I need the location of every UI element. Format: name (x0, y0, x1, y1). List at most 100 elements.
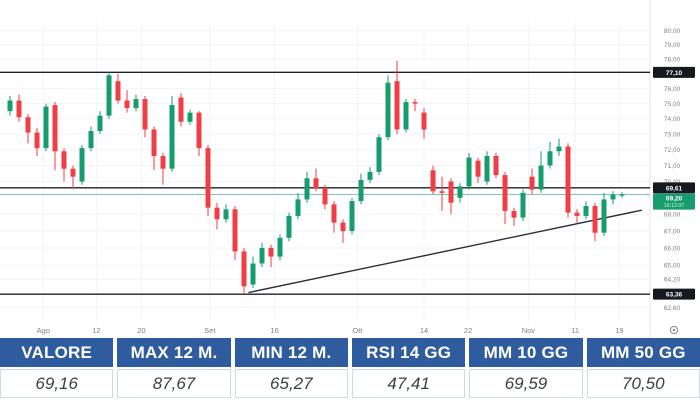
candle-body (304, 178, 310, 200)
candle-body (16, 100, 22, 118)
x-axis-tick-label: 16 (270, 326, 278, 335)
candle-down (430, 165, 436, 195)
candle-up (223, 204, 229, 223)
candle-up (250, 256, 256, 289)
table-header-cell: MIN 12 M. (234, 338, 348, 367)
candle-up (556, 138, 562, 156)
x-axis-tick-label: 19 (615, 326, 623, 335)
candle-up (169, 96, 175, 172)
price-chart[interactable]: 80,00 79,00 78,00 76,00 75,00 74,00 73,00 72,00… (0, 0, 700, 338)
candle-up (259, 242, 265, 268)
candle-body (277, 237, 283, 257)
candle-body (484, 155, 490, 182)
y-axis-tick-label: 65,00 (664, 263, 681, 270)
candle-body (259, 248, 265, 264)
x-axis-tick-label: 20 (137, 326, 145, 335)
price-level-badge (653, 66, 695, 78)
candle-body (160, 155, 166, 169)
table-value-cell: 69,59 (469, 369, 583, 398)
candle-body (169, 105, 175, 169)
candle-body (610, 194, 616, 200)
x-axis-tick-label: Nov (522, 326, 536, 335)
candle-up (619, 192, 625, 198)
candle-down (475, 157, 481, 184)
candle-down (115, 73, 121, 104)
table-header-cell: MM 50 GG (586, 338, 700, 367)
candle-body (448, 181, 454, 203)
candle-down (160, 152, 166, 185)
price-level-badge-label: 69,61 (666, 185, 683, 192)
candle-up (349, 197, 355, 235)
candle-body (601, 199, 607, 233)
candle-up (286, 212, 292, 242)
candle-down (493, 152, 499, 179)
bar-countdown-label: 16:12:07 (664, 203, 684, 209)
x-axis-tick-label: 11 (571, 326, 579, 335)
candle-body (232, 209, 238, 252)
candle-down (511, 207, 517, 226)
candle-body (124, 100, 130, 109)
candle-up (547, 141, 553, 169)
candle-body (133, 99, 139, 109)
candle-body (241, 251, 247, 287)
y-axis-tick-label: 72,00 (664, 147, 681, 154)
price-level-badge (653, 288, 695, 300)
candle-body (52, 105, 58, 152)
candle-body (556, 146, 562, 152)
x-axis-tick-label: 12 (92, 326, 100, 335)
candle-down (205, 144, 211, 216)
candle-body (394, 81, 400, 130)
candle-down (151, 126, 157, 171)
candle-body (457, 186, 463, 198)
candle-body (196, 112, 202, 149)
candle-up (97, 111, 103, 135)
candle-down (322, 184, 328, 210)
table-column-max12m: MAX 12 M. 87,67 (117, 338, 231, 398)
candle-body (214, 207, 220, 220)
candle-body (439, 191, 445, 193)
candle-body (79, 148, 85, 182)
candle-body (178, 97, 184, 122)
candlestick-chart[interactable]: 80,00 79,00 78,00 76,00 75,00 74,00 73,00 72,00… (0, 0, 700, 338)
table-column-mm10: MM 10 GG 69,59 (469, 338, 583, 398)
y-axis-tick-label: 80,00 (664, 28, 681, 35)
candle-body (538, 165, 544, 190)
candle-up (466, 152, 472, 190)
table-value-cell: 47,41 (351, 369, 466, 398)
table-column-min12m: MIN 12 M. 65,27 (234, 338, 348, 398)
candle-up (538, 151, 544, 193)
candle-body (358, 179, 364, 202)
candle-up (277, 234, 283, 261)
candle-body (376, 137, 382, 172)
candle-down (178, 93, 184, 127)
candle-down (448, 178, 454, 215)
candle-down (61, 148, 67, 182)
candle-body (403, 102, 409, 130)
y-axis-tick-label: 68,00 (664, 212, 681, 219)
candle-down (232, 206, 238, 261)
x-axis-tick-label: Ago (37, 326, 50, 335)
candle-body (547, 151, 553, 166)
candle-body (187, 112, 193, 122)
candle-body (7, 100, 13, 112)
candle-up (133, 94, 139, 112)
y-axis-tick-label: 71,00 (664, 163, 681, 170)
candle-body (43, 106, 49, 149)
candle-up (601, 192, 607, 237)
indicator-table: VALORE 69,16 MAX 12 M. 87,67 MIN 12 M. 6… (0, 338, 700, 398)
candle-body (565, 146, 571, 213)
candle-up (520, 189, 526, 221)
candle-body (520, 192, 526, 218)
current-price-label: 69,20 (666, 196, 683, 203)
table-header-cell: MM 10 GG (469, 338, 583, 367)
y-axis-tick-label: 75,00 (664, 101, 681, 108)
candle-down (25, 114, 31, 144)
axis-settings-icon[interactable] (669, 325, 679, 335)
candle-body (412, 102, 418, 104)
candle-down (394, 60, 400, 135)
candle-up (295, 192, 301, 220)
candle-down (412, 99, 418, 112)
candle-down (592, 202, 598, 242)
candle-down (142, 96, 148, 138)
candle-body (268, 248, 274, 257)
